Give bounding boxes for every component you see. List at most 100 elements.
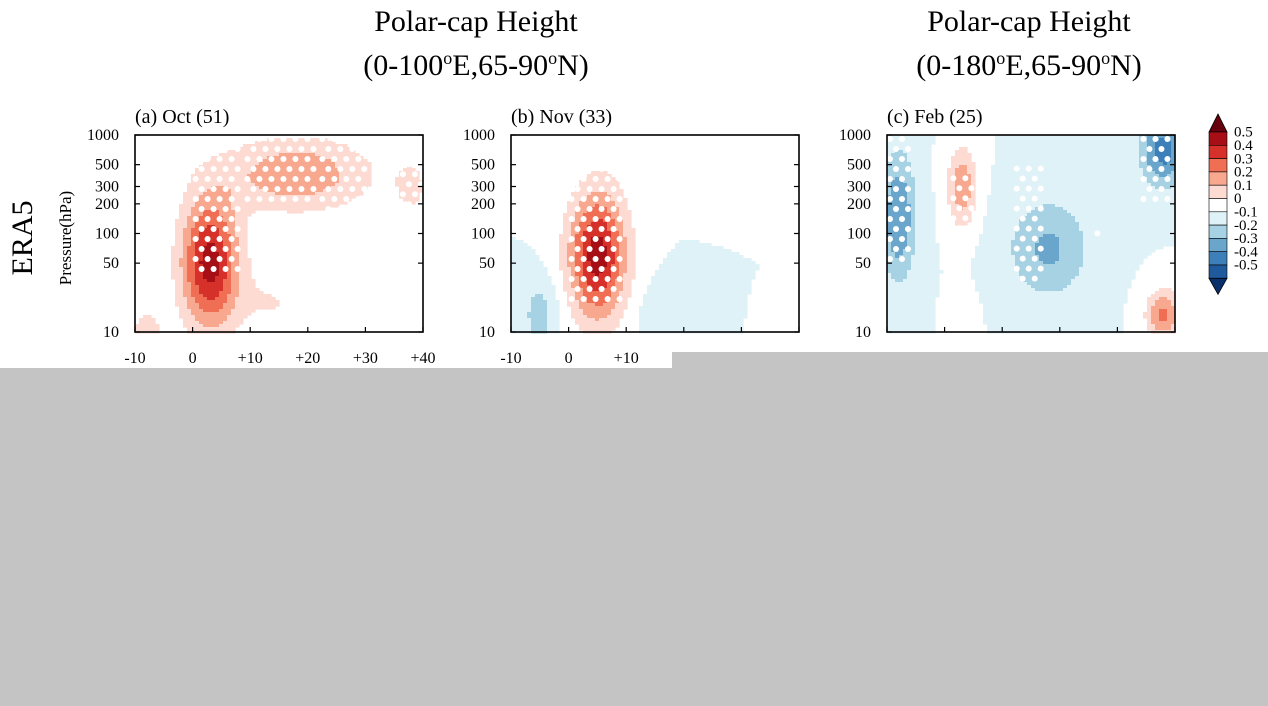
field-cell xyxy=(151,327,156,331)
field-cell xyxy=(235,276,240,280)
field-cell xyxy=(579,291,584,295)
field-cell xyxy=(1147,144,1152,148)
field-cell xyxy=(223,327,228,331)
field-cell xyxy=(511,246,516,250)
field-cell xyxy=(1171,150,1176,154)
field-cell xyxy=(615,318,620,322)
field-cell xyxy=(735,270,740,274)
field-cell xyxy=(623,285,628,289)
field-cell xyxy=(259,171,264,175)
field-cell xyxy=(567,300,572,304)
field-cell xyxy=(1143,162,1148,166)
field-cell xyxy=(187,291,192,295)
field-cell xyxy=(307,183,312,187)
field-cell xyxy=(731,303,736,307)
field-cell xyxy=(563,279,568,283)
field-cell xyxy=(199,282,204,286)
stipple-dot xyxy=(586,226,593,232)
title-left-l2c: N) xyxy=(557,49,589,82)
field-cell xyxy=(595,204,600,208)
field-cell xyxy=(315,147,320,151)
field-cell xyxy=(1055,156,1060,160)
field-cell xyxy=(227,279,232,283)
field-cell xyxy=(1151,165,1156,169)
field-cell xyxy=(259,183,264,187)
field-cell xyxy=(239,303,244,307)
field-cell xyxy=(587,303,592,307)
field-cell xyxy=(703,327,708,331)
field-cell xyxy=(659,318,664,322)
field-cell xyxy=(631,252,636,256)
field-cell xyxy=(903,165,908,169)
x-tick-label: +40 xyxy=(410,350,435,367)
field-cell xyxy=(547,279,552,283)
field-cell xyxy=(591,285,596,289)
field-cell xyxy=(399,189,404,193)
field-cell xyxy=(991,174,996,178)
field-cell xyxy=(219,264,224,268)
field-cell xyxy=(259,153,264,157)
field-cell xyxy=(295,168,300,172)
field-cell xyxy=(515,288,520,292)
field-cell xyxy=(235,159,240,163)
field-cell xyxy=(187,312,192,316)
field-cell xyxy=(687,240,692,244)
stipple-dot xyxy=(304,156,311,162)
field-cell xyxy=(735,312,740,316)
field-cell xyxy=(279,147,284,151)
field-cell xyxy=(175,264,180,268)
field-cell xyxy=(683,279,688,283)
field-cell xyxy=(215,246,220,250)
field-cell xyxy=(723,294,728,298)
field-cell xyxy=(1027,141,1032,145)
title-right-sup1: o xyxy=(996,48,1006,68)
field-cell xyxy=(1003,162,1008,166)
field-cell xyxy=(203,270,208,274)
field-cell xyxy=(259,180,264,184)
field-cell xyxy=(959,177,964,181)
field-cell xyxy=(239,240,244,244)
field-cell xyxy=(627,264,632,268)
field-cell xyxy=(615,243,620,247)
field-cell xyxy=(1147,171,1152,175)
field-cell xyxy=(355,162,360,166)
field-cell xyxy=(511,237,516,241)
field-cell xyxy=(715,327,720,331)
field-cell xyxy=(1007,135,1012,139)
field-cell xyxy=(179,312,184,316)
field-cell xyxy=(539,270,544,274)
field-cell xyxy=(703,255,708,259)
field-cell xyxy=(1023,183,1028,187)
field-cell xyxy=(563,258,568,262)
field-cell xyxy=(251,144,256,148)
field-cell xyxy=(735,306,740,310)
stipple-dot xyxy=(598,286,605,292)
field-cell xyxy=(359,159,364,163)
field-cell xyxy=(1159,135,1164,139)
field-cell xyxy=(715,249,720,253)
field-cell xyxy=(1067,183,1072,187)
field-cell xyxy=(1091,138,1096,142)
field-cell xyxy=(699,303,704,307)
field-cell xyxy=(1115,177,1120,181)
field-cell xyxy=(1019,141,1024,145)
field-cell xyxy=(291,201,296,205)
field-cell xyxy=(703,300,708,304)
field-cell xyxy=(307,180,312,184)
field-cell xyxy=(691,303,696,307)
field-cell xyxy=(547,324,552,328)
field-cell xyxy=(1067,171,1072,175)
field-cell xyxy=(1055,168,1060,172)
field-cell xyxy=(623,237,628,241)
field-cell xyxy=(367,171,372,175)
field-cell xyxy=(275,174,280,178)
field-cell xyxy=(1131,180,1136,184)
field-cell xyxy=(1043,168,1048,172)
field-cell xyxy=(239,222,244,226)
field-cell xyxy=(203,324,208,328)
field-cell xyxy=(667,288,672,292)
field-cell xyxy=(263,183,268,187)
field-cell xyxy=(679,261,684,265)
field-cell xyxy=(567,249,572,253)
field-cell xyxy=(547,276,552,280)
